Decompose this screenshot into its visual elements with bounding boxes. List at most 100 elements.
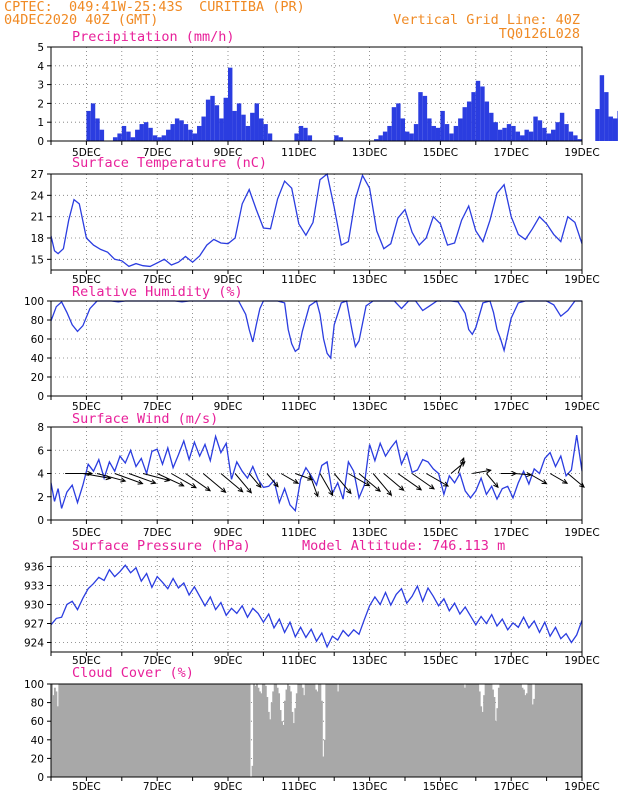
x-tick-label: 9DEC	[214, 274, 243, 286]
precip-bar	[466, 101, 472, 141]
precip-bar	[528, 131, 534, 141]
cloud-bar	[416, 684, 419, 777]
cloud-bar	[93, 684, 96, 777]
cloud-bar	[518, 684, 521, 777]
cloud-bar	[59, 684, 62, 777]
x-tick-label: 19DEC	[564, 781, 599, 793]
precip-bar	[568, 131, 574, 141]
wind-arrow-shaft	[156, 473, 184, 487]
cloud-bar	[229, 684, 232, 777]
cloud-bar	[430, 684, 432, 777]
precip-bar	[604, 92, 609, 141]
precip-bar	[484, 101, 490, 141]
cloud-bar	[263, 684, 266, 777]
cloud-bar	[562, 684, 565, 777]
cloud-bar	[139, 684, 142, 777]
cloud-bar	[394, 684, 397, 777]
cloud-bar	[343, 684, 345, 777]
cloud-bar	[453, 684, 456, 777]
precip-bar	[258, 118, 264, 141]
precip-bar	[449, 133, 454, 141]
cloud-bar	[368, 684, 370, 777]
cloud-bar	[322, 756, 325, 777]
cloud-bar	[527, 684, 530, 777]
cloud-bar	[413, 684, 416, 777]
cloud-bar	[123, 684, 126, 777]
y-tick-label: 80	[31, 698, 44, 710]
precip-bar	[595, 109, 600, 141]
precip-bar	[90, 103, 96, 141]
cloud-bar	[338, 684, 341, 777]
y-tick-label: 930	[24, 600, 44, 612]
precip-bar	[232, 110, 237, 141]
cloud-bar	[56, 706, 59, 777]
precip-bar	[126, 131, 131, 141]
y-tick-label: 0	[37, 136, 44, 148]
cloud-bar	[276, 687, 279, 777]
cloud-bar	[561, 684, 564, 777]
cloud-bar	[289, 691, 292, 777]
cloud-bar	[540, 684, 543, 777]
cloud-bar	[543, 684, 546, 777]
wind-arrow-head	[375, 486, 382, 492]
cloud-bar	[228, 684, 230, 777]
x-tick-label: 11DEC	[281, 274, 316, 286]
x-tick-label: 11DEC	[281, 655, 316, 667]
cloud-bar	[441, 684, 444, 777]
wind-arrow-shaft	[171, 473, 197, 489]
cloud-bar	[357, 684, 360, 777]
cloud-bar	[531, 704, 534, 777]
x-tick-label: 13DEC	[352, 147, 387, 159]
cloud-bar	[536, 684, 539, 777]
x-tick-label: 7DEC	[143, 274, 172, 286]
cloud-bar	[98, 684, 101, 777]
cloud-bar	[127, 684, 130, 777]
precip-bar	[157, 137, 162, 141]
cloud-bar	[143, 684, 146, 777]
cloud-bar	[313, 684, 316, 777]
precip-bar	[382, 131, 388, 141]
y-tick-label: 2	[37, 492, 44, 504]
cloud-bar	[363, 684, 366, 777]
cloud-bar	[257, 687, 260, 777]
precip-bar	[99, 129, 105, 141]
cloud-bar	[96, 684, 99, 777]
cloud-bar	[385, 684, 388, 777]
cloud-bar	[365, 684, 368, 777]
precip-bar	[431, 125, 436, 141]
cloud-bar	[118, 684, 121, 777]
y-tick-label: 927	[24, 619, 44, 631]
series-line	[50, 433, 583, 513]
header-code: TQ0126L028	[498, 26, 580, 42]
precip-bar	[546, 133, 552, 141]
cloud-bar	[171, 684, 174, 777]
y-tick-label: 4	[37, 469, 44, 481]
y-tick-label: 80	[31, 315, 44, 327]
precip-bar	[422, 95, 428, 141]
cloud-bar	[500, 684, 503, 777]
cloud-bar	[306, 684, 309, 777]
x-tick-label: 15DEC	[423, 147, 458, 159]
cloud-bar	[207, 684, 210, 777]
cloud-bar	[319, 684, 322, 777]
wind-arrow-shaft	[425, 473, 449, 487]
cloud-bar	[261, 684, 264, 777]
x-tick-label: 9DEC	[214, 781, 243, 793]
cloud-bar	[434, 684, 437, 777]
x-tick-label: 11DEC	[281, 147, 316, 159]
cloud-bar	[301, 687, 304, 777]
cloud-bar	[73, 684, 75, 777]
cloud-bar	[195, 684, 198, 777]
cloud-bar	[353, 684, 356, 777]
cloud-bar	[450, 684, 453, 777]
wind-arrow-head	[364, 481, 371, 487]
cloud-bar	[201, 684, 204, 777]
x-tick-label: 13DEC	[352, 274, 387, 286]
cloud-bar	[340, 684, 342, 777]
cloud-bar	[53, 687, 56, 777]
cloud-bar	[205, 684, 208, 777]
cloud-bar	[427, 684, 429, 777]
cloud-bar	[64, 684, 67, 777]
cloud-bar	[381, 684, 384, 777]
cloud-bar	[555, 684, 558, 777]
